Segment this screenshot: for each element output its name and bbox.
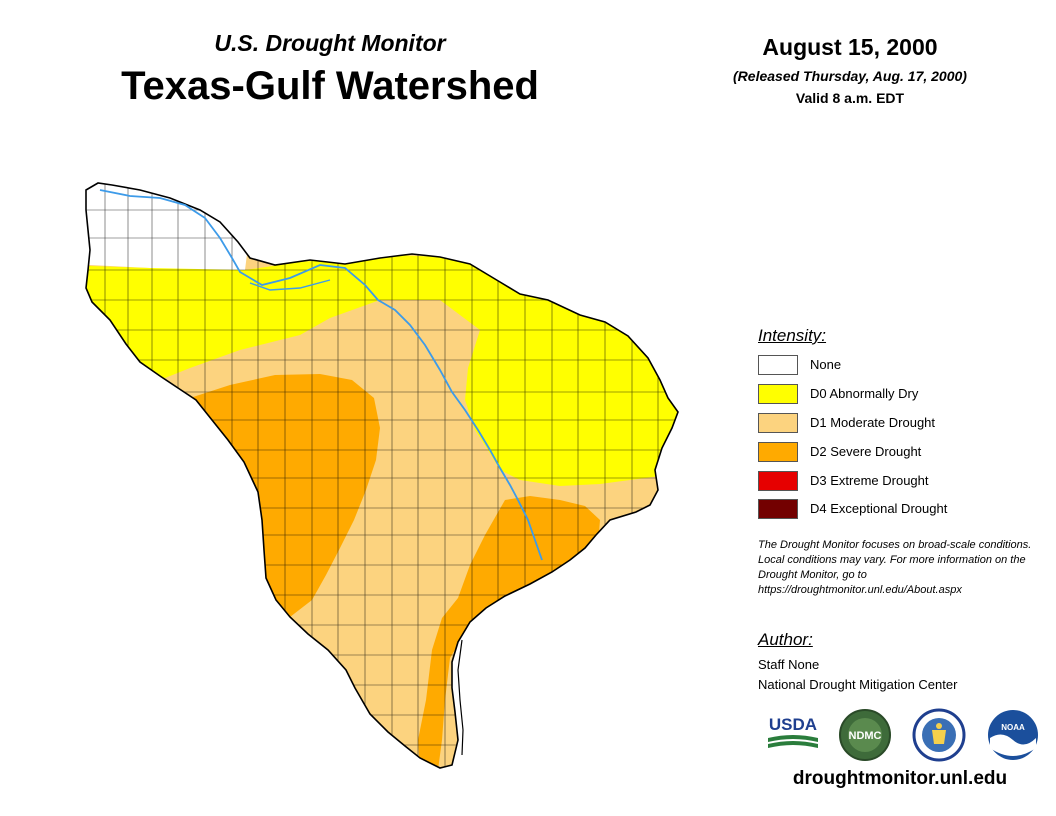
valid-time: Valid 8 a.m. EDT: [795, 90, 905, 106]
legend-label: D2 Severe Drought: [810, 444, 922, 459]
ndmc-logo-text: NDMC: [849, 730, 882, 742]
barrier-island: [457, 639, 464, 756]
legend-item-d3: D3 Extreme Drought: [758, 471, 1038, 493]
watershed-outline: [85, 182, 679, 769]
legend-swatch: [758, 471, 798, 491]
legend-item-d1: D1 Moderate Drought: [758, 413, 1038, 435]
usda-logo-text: USDA: [769, 715, 817, 734]
d0-area-east: [440, 300, 678, 486]
d0-area-north: [86, 255, 560, 390]
legend-swatch: [758, 384, 798, 404]
legend-label: D1 Moderate Drought: [810, 415, 936, 430]
release-date: (Released Thursday, Aug. 17, 2000): [733, 68, 967, 84]
watershed-map: [85, 182, 679, 769]
usda-logo: USDA: [766, 708, 820, 757]
legend-item-d0: D0 Abnormally Dry: [758, 384, 1038, 406]
map-date: August 15, 2000: [762, 34, 938, 60]
legend-label: None: [810, 357, 842, 372]
legend-swatch: [758, 442, 798, 462]
legend-item-d4: D4 Exceptional Drought: [758, 499, 1038, 521]
legend-swatch: [758, 499, 798, 519]
river-line: [99, 189, 543, 561]
legend-item-d2: D2 Severe Drought: [758, 442, 1038, 464]
legend-label: D4 Exceptional Drought: [810, 501, 948, 516]
map-subtitle: U.S. Drought Monitor: [214, 30, 446, 56]
river-line: [249, 279, 331, 291]
d2-area-coast: [418, 496, 600, 768]
website-link[interactable]: droughtmonitor.unl.edu: [792, 768, 1008, 789]
ndmc-logo: NDMC: [838, 708, 892, 767]
author-org: National Drought Mitigation Center: [758, 677, 958, 692]
noaa-logo: NOAA: [986, 708, 1040, 767]
legend-swatch: [758, 355, 798, 375]
legend-swatch: [758, 413, 798, 433]
noaa-logo-text: NOAA: [1001, 723, 1025, 732]
legend-label: D0 Abnormally Dry: [810, 386, 919, 401]
author-heading: Author:: [758, 630, 813, 649]
legend-item-none: None: [758, 355, 1038, 377]
legend-heading: Intensity:: [758, 326, 827, 345]
commerce-seal-logo: [912, 708, 966, 767]
map-title: Texas-Gulf Watershed: [121, 64, 539, 108]
disclaimer-note: The Drought Monitor focuses on broad-sca…: [758, 539, 1032, 596]
none-area: [86, 183, 260, 272]
author-name: Staff None: [758, 657, 820, 672]
legend-label: D3 Extreme Drought: [810, 473, 929, 488]
